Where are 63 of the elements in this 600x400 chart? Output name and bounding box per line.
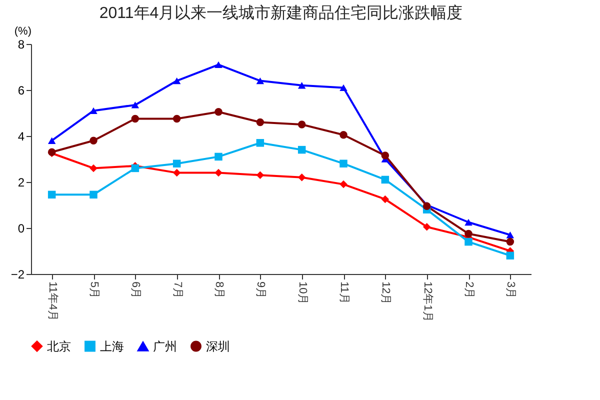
chart-title: 2011年4月以来一线城市新建商品住宅同比涨跌幅度 bbox=[99, 4, 463, 22]
x-tick-label: 9月 bbox=[254, 282, 267, 299]
point bbox=[464, 230, 472, 238]
point bbox=[256, 77, 264, 84]
point bbox=[172, 77, 181, 84]
point bbox=[422, 222, 431, 231]
point bbox=[214, 61, 222, 68]
point bbox=[256, 118, 264, 126]
y-tick-label: 8 bbox=[18, 38, 25, 52]
point bbox=[214, 168, 222, 177]
x-tick-label: 6月 bbox=[130, 282, 142, 299]
point bbox=[298, 174, 306, 182]
point bbox=[48, 137, 56, 144]
point bbox=[298, 146, 306, 154]
point bbox=[506, 232, 514, 238]
point bbox=[506, 238, 514, 246]
point bbox=[90, 107, 98, 114]
y-tick-label: 4 bbox=[18, 130, 25, 144]
legend-label: 广州 bbox=[153, 340, 177, 354]
point bbox=[340, 84, 348, 92]
point bbox=[256, 171, 264, 179]
point bbox=[131, 164, 140, 172]
point bbox=[214, 152, 222, 161]
point bbox=[172, 160, 181, 168]
point bbox=[90, 136, 98, 144]
point bbox=[298, 120, 306, 128]
legend-label: 北京 bbox=[47, 339, 71, 354]
x-tick-label: 3月 bbox=[504, 282, 517, 299]
legend-label: 上海 bbox=[100, 339, 124, 354]
x-tick-label: 2月 bbox=[463, 282, 475, 299]
x-tick-label: 10月 bbox=[296, 282, 308, 305]
point bbox=[298, 82, 306, 89]
point bbox=[464, 218, 472, 226]
point bbox=[381, 152, 390, 160]
y-tick-label: −2 bbox=[10, 268, 25, 282]
point bbox=[131, 102, 140, 108]
point bbox=[90, 190, 98, 199]
point bbox=[381, 195, 390, 204]
point bbox=[340, 130, 348, 139]
y-tick-label: 2 bbox=[18, 176, 25, 190]
point bbox=[172, 114, 181, 123]
point bbox=[48, 190, 56, 199]
y-tick-label: 6 bbox=[18, 84, 25, 98]
x-tick-label: 5月 bbox=[88, 282, 100, 299]
point bbox=[90, 164, 98, 172]
point bbox=[214, 108, 222, 116]
point bbox=[131, 114, 140, 123]
point bbox=[340, 180, 348, 188]
point bbox=[381, 176, 390, 184]
x-tick-label: 11月 bbox=[338, 282, 350, 304]
x-tick-label: 12年1月 bbox=[421, 282, 434, 322]
y-tick-label: 0 bbox=[18, 222, 25, 236]
point bbox=[464, 238, 472, 246]
y-axis-title: (%) bbox=[14, 26, 32, 38]
x-tick-label: 8月 bbox=[213, 282, 225, 299]
x-tick-label: 7月 bbox=[171, 282, 184, 299]
point bbox=[340, 160, 348, 168]
point bbox=[172, 168, 181, 177]
point bbox=[256, 139, 264, 147]
x-tick-label: 11年4月 bbox=[46, 282, 58, 322]
legend-label: 深圳 bbox=[206, 339, 230, 354]
point bbox=[506, 252, 514, 260]
x-tick-label: 12月 bbox=[380, 282, 392, 305]
